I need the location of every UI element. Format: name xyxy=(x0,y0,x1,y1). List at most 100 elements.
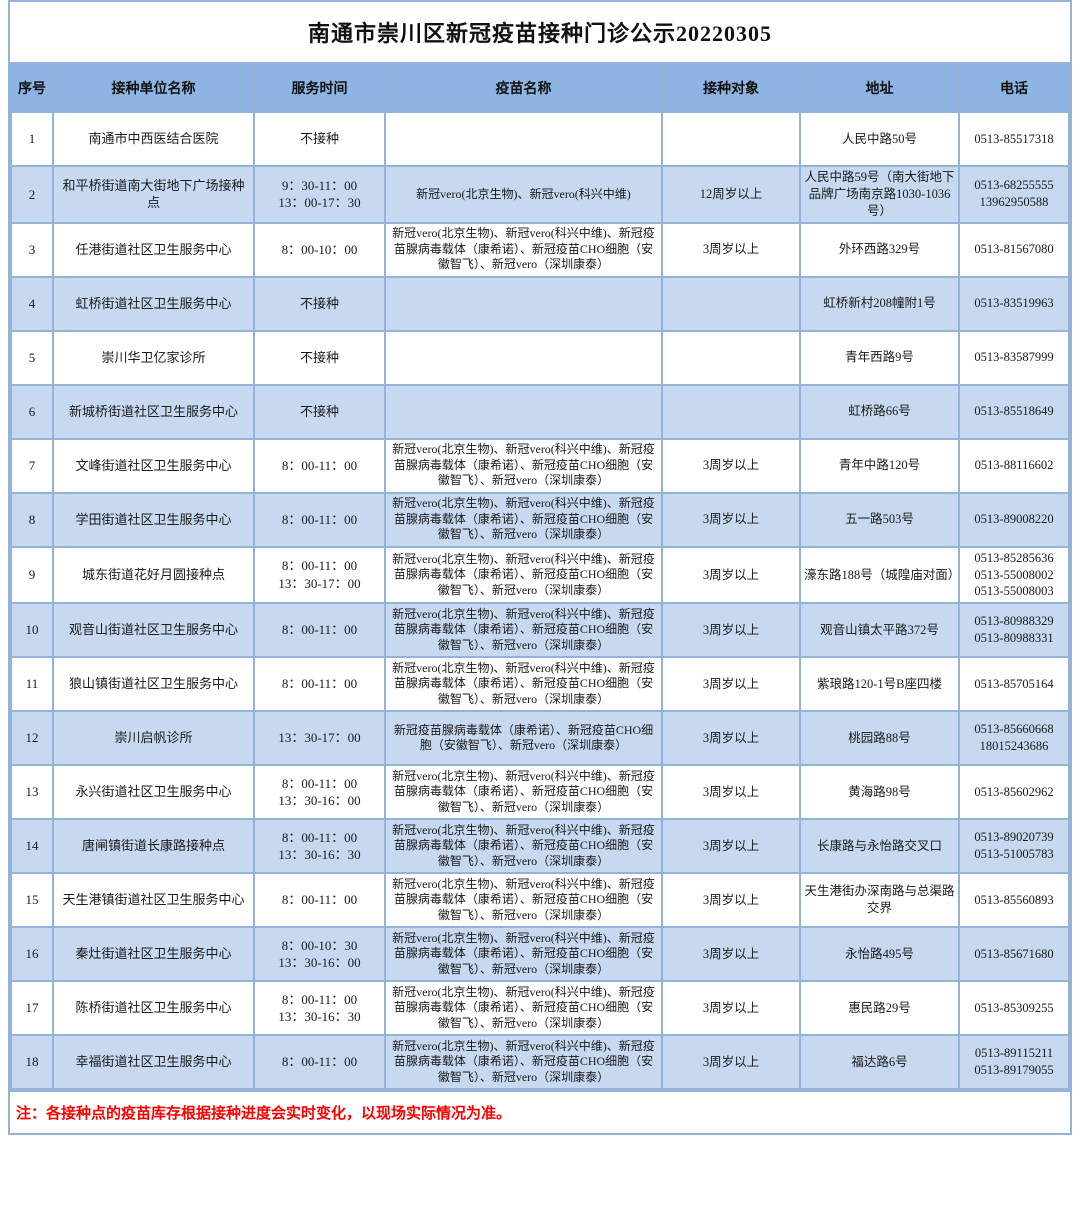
column-header: 疫苗名称 xyxy=(384,62,663,113)
table-row: 4 虹桥街道社区卫生服务中心 不接种 虹桥新村208幢附1号 0513-8351… xyxy=(10,275,1070,332)
cell-address: 五一路503号 xyxy=(799,491,960,548)
cell-serial: 4 xyxy=(10,275,54,332)
footer-note: 注：各接种点的疫苗库存根据接种进度会实时变化，以现场实际情况为准。 xyxy=(10,1090,1070,1133)
cell-service-time: 不接种 xyxy=(253,383,386,440)
cell-address: 长康路与永怡路交叉口 xyxy=(799,818,960,875)
cell-target-group: 3周岁以上 xyxy=(661,764,801,821)
cell-address: 虹桥路66号 xyxy=(799,383,960,440)
cell-phone: 0513-85285636 0513-55008002 0513-5500800… xyxy=(958,545,1070,605)
cell-target-group xyxy=(661,329,801,386)
cell-address: 人民中路50号 xyxy=(799,111,960,167)
cell-service-time: 8：00-11：00 13：30-16：00 xyxy=(253,764,386,821)
column-header: 接种单位名称 xyxy=(52,62,255,113)
cell-address: 黄海路98号 xyxy=(799,764,960,821)
table-row: 5 崇川华卫亿家诊所 不接种 青年西路9号 0513-83587999 xyxy=(10,329,1070,386)
cell-phone: 0513-85602962 xyxy=(958,764,1070,821)
cell-phone: 0513-88116602 xyxy=(958,437,1070,494)
cell-serial: 6 xyxy=(10,383,54,440)
cell-vaccine-names: 新冠vero(北京生物)、新冠vero(科兴中维)、新冠疫苗腺病毒载体（康希诺）… xyxy=(384,491,663,548)
cell-target-group: 3周岁以上 xyxy=(661,926,801,983)
cell-vaccine-names: 新冠vero(北京生物)、新冠vero(科兴中维)、新冠疫苗腺病毒载体（康希诺）… xyxy=(384,221,663,278)
cell-unit-name: 崇川启帆诊所 xyxy=(52,710,255,767)
cell-address: 天生港街办深南路与总渠路交界 xyxy=(799,872,960,929)
cell-serial: 5 xyxy=(10,329,54,386)
cell-vaccine-names: 新冠vero(北京生物)、新冠vero(科兴中维)、新冠疫苗腺病毒载体（康希诺）… xyxy=(384,602,663,659)
cell-vaccine-names xyxy=(384,329,663,386)
cell-address: 紫琅路120-1号B座四楼 xyxy=(799,656,960,713)
cell-phone: 0513-68255555 13962950588 xyxy=(958,165,1070,224)
cell-phone: 0513-80988329 0513-80988331 xyxy=(958,602,1070,659)
cell-phone: 0513-85660668 18015243686 xyxy=(958,710,1070,767)
cell-vaccine-names: 新冠vero(北京生物)、新冠vero(科兴中维) xyxy=(384,165,663,224)
cell-phone: 0513-85309255 xyxy=(958,980,1070,1037)
cell-phone: 0513-81567080 xyxy=(958,221,1070,278)
cell-vaccine-names xyxy=(384,383,663,440)
cell-service-time: 不接种 xyxy=(253,275,386,332)
cell-vaccine-names: 新冠vero(北京生物)、新冠vero(科兴中维)、新冠疫苗腺病毒载体（康希诺）… xyxy=(384,764,663,821)
cell-vaccine-names: 新冠vero(北京生物)、新冠vero(科兴中维)、新冠疫苗腺病毒载体（康希诺）… xyxy=(384,980,663,1037)
cell-serial: 18 xyxy=(10,1034,54,1091)
cell-phone: 0513-85518649 xyxy=(958,383,1070,440)
table-row: 14 唐闸镇街道长康路接种点 8：00-11：00 13：30-16：30 新冠… xyxy=(10,818,1070,875)
cell-serial: 13 xyxy=(10,764,54,821)
cell-address: 惠民路29号 xyxy=(799,980,960,1037)
cell-target-group: 3周岁以上 xyxy=(661,656,801,713)
table-row: 16 秦灶街道社区卫生服务中心 8：00-10：30 13：30-16：00 新… xyxy=(10,926,1070,983)
table-row: 2 和平桥街道南大街地下广场接种点 9：30-11：00 13：00-17：30… xyxy=(10,165,1070,224)
cell-address: 青年西路9号 xyxy=(799,329,960,386)
header-row: 序号 接种单位名称 服务时间 疫苗名称 接种对象 地址 电话 xyxy=(10,62,1070,113)
cell-vaccine-names: 新冠vero(北京生物)、新冠vero(科兴中维)、新冠疫苗腺病毒载体（康希诺）… xyxy=(384,545,663,605)
table-row: 9 城东街道花好月圆接种点 8：00-11：00 13：30-17：00 新冠v… xyxy=(10,545,1070,605)
cell-target-group: 3周岁以上 xyxy=(661,437,801,494)
cell-address: 外环西路329号 xyxy=(799,221,960,278)
cell-serial: 1 xyxy=(10,111,54,167)
cell-unit-name: 观音山街道社区卫生服务中心 xyxy=(52,602,255,659)
cell-serial: 16 xyxy=(10,926,54,983)
cell-unit-name: 学田街道社区卫生服务中心 xyxy=(52,491,255,548)
cell-service-time: 8：00-11：00 xyxy=(253,491,386,548)
table-row: 1 南通市中西医结合医院 不接种 人民中路50号 0513-85517318 xyxy=(10,111,1070,167)
cell-serial: 9 xyxy=(10,545,54,605)
cell-unit-name: 狼山镇街道社区卫生服务中心 xyxy=(52,656,255,713)
cell-service-time: 8：00-11：00 13：30-16：30 xyxy=(253,980,386,1037)
cell-serial: 3 xyxy=(10,221,54,278)
cell-service-time: 8：00-11：00 13：30-16：30 xyxy=(253,818,386,875)
cell-address: 青年中路120号 xyxy=(799,437,960,494)
cell-unit-name: 永兴街道社区卫生服务中心 xyxy=(52,764,255,821)
table-row: 6 新城桥街道社区卫生服务中心 不接种 虹桥路66号 0513-85518649 xyxy=(10,383,1070,440)
cell-serial: 7 xyxy=(10,437,54,494)
cell-address: 濠东路188号（城隍庙对面） xyxy=(799,545,960,605)
cell-unit-name: 虹桥街道社区卫生服务中心 xyxy=(52,275,255,332)
cell-unit-name: 城东街道花好月圆接种点 xyxy=(52,545,255,605)
cell-service-time: 13：30-17：00 xyxy=(253,710,386,767)
cell-unit-name: 南通市中西医结合医院 xyxy=(52,111,255,167)
cell-address: 福达路6号 xyxy=(799,1034,960,1091)
cell-target-group xyxy=(661,111,801,167)
cell-service-time: 8：00-11：00 xyxy=(253,872,386,929)
cell-target-group: 3周岁以上 xyxy=(661,491,801,548)
cell-target-group: 3周岁以上 xyxy=(661,872,801,929)
column-header: 接种对象 xyxy=(661,62,801,113)
cell-phone: 0513-85705164 xyxy=(958,656,1070,713)
table-row: 10 观音山街道社区卫生服务中心 8：00-11：00 新冠vero(北京生物)… xyxy=(10,602,1070,659)
cell-unit-name: 和平桥街道南大街地下广场接种点 xyxy=(52,165,255,224)
table-row: 18 幸福街道社区卫生服务中心 8：00-11：00 新冠vero(北京生物)、… xyxy=(10,1034,1070,1091)
cell-target-group: 3周岁以上 xyxy=(661,545,801,605)
cell-unit-name: 天生港镇街道社区卫生服务中心 xyxy=(52,872,255,929)
vaccine-clinic-table: 序号 接种单位名称 服务时间 疫苗名称 接种对象 地址 电话 1 南通市中西医结合医院 不接… xyxy=(10,62,1070,1091)
table-row: 7 文峰街道社区卫生服务中心 8：00-11：00 新冠vero(北京生物)、新… xyxy=(10,437,1070,494)
cell-unit-name: 唐闸镇街道长康路接种点 xyxy=(52,818,255,875)
cell-service-time: 8：00-10：00 xyxy=(253,221,386,278)
cell-vaccine-names: 新冠vero(北京生物)、新冠vero(科兴中维)、新冠疫苗腺病毒载体（康希诺）… xyxy=(384,437,663,494)
cell-target-group: 3周岁以上 xyxy=(661,602,801,659)
cell-target-group: 3周岁以上 xyxy=(661,221,801,278)
cell-unit-name: 文峰街道社区卫生服务中心 xyxy=(52,437,255,494)
table-row: 12 崇川启帆诊所 13：30-17：00 新冠疫苗腺病毒载体（康希诺）、新冠疫… xyxy=(10,710,1070,767)
cell-phone: 0513-89008220 xyxy=(958,491,1070,548)
cell-target-group xyxy=(661,275,801,332)
cell-serial: 14 xyxy=(10,818,54,875)
cell-phone: 0513-85517318 xyxy=(958,111,1070,167)
cell-target-group: 3周岁以上 xyxy=(661,710,801,767)
cell-phone: 0513-83587999 xyxy=(958,329,1070,386)
table-row: 11 狼山镇街道社区卫生服务中心 8：00-11：00 新冠vero(北京生物)… xyxy=(10,656,1070,713)
